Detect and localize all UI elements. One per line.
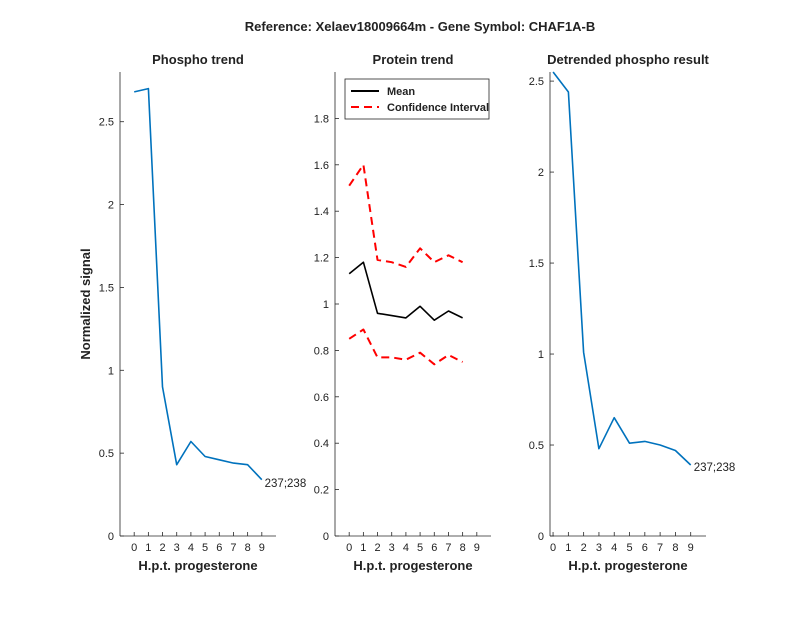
x-tick-label: 7 (445, 542, 451, 554)
legend-label: Confidence Interval (387, 102, 489, 114)
x-tick-label: 2 (159, 542, 165, 554)
x-tick-label: 1 (360, 542, 366, 554)
y-tick-label: 1.6 (314, 160, 329, 172)
y-tick-label: 1.5 (529, 258, 544, 270)
x-axis-label: H.p.t. progesterone (568, 558, 687, 573)
x-tick-label: 9 (259, 542, 265, 554)
y-tick-label: 1 (323, 299, 329, 311)
series-line-confidence-interval-1 (348, 163, 464, 268)
x-tick-label: 4 (611, 542, 617, 554)
x-tick-label: 8 (672, 542, 678, 554)
x-tick-label: 6 (216, 542, 222, 554)
x-tick-label: 5 (626, 542, 632, 554)
panel-title: Phospho trend (152, 52, 244, 67)
y-tick-label: 2.5 (529, 76, 544, 88)
y-tick-label: 1.5 (99, 282, 114, 294)
series-line-lower-confidence-2 (348, 328, 464, 366)
y-tick-label: 0.6 (314, 392, 329, 404)
x-tick-label: 4 (403, 542, 409, 554)
x-tick-label: 1 (145, 542, 151, 554)
y-tick-label: 1.8 (314, 113, 329, 125)
x-tick-label: 7 (230, 542, 236, 554)
y-tick-label: 1.2 (314, 253, 329, 265)
x-tick-label: 0 (346, 542, 352, 554)
x-tick-label: 1 (565, 542, 571, 554)
x-tick-label: 9 (474, 542, 480, 554)
y-tick-label: 1 (108, 365, 114, 377)
y-tick-label: 0 (538, 531, 544, 543)
series-line-detrended-0 (552, 71, 692, 466)
y-tick-label: 0 (108, 531, 114, 543)
data-annotation: 237;238 (265, 478, 307, 490)
x-tick-label: 0 (131, 542, 137, 554)
series-line-phospho-0 (134, 87, 263, 481)
panel-protein-trend: 0 1 2 3 4 5 6 7 8 900.20.40.60.811.21.41.61.8Prot… (314, 52, 491, 573)
y-tick-label: 1.4 (314, 206, 329, 218)
legend-label: Mean (387, 86, 415, 98)
y-tick-label: 2.5 (99, 117, 114, 129)
x-tick-label: 8 (460, 542, 466, 554)
y-tick-label: 0.5 (529, 440, 544, 452)
x-tick-label: 2 (374, 542, 380, 554)
y-tick-label: 1 (538, 349, 544, 361)
x-tick-label: 9 (688, 542, 694, 554)
series-line-mean-0 (348, 261, 463, 322)
x-tick-label: 4 (188, 542, 194, 554)
x-tick-label: 7 (657, 542, 663, 554)
x-tick-label: 3 (389, 542, 395, 554)
x-tick-label: 5 (417, 542, 423, 554)
x-tick-label: 5 (202, 542, 208, 554)
y-axis-label: Normalized signal (78, 248, 93, 359)
y-tick-label: 0.2 (314, 485, 329, 497)
y-tick-label: 2 (108, 200, 114, 212)
x-tick-label: 0 (550, 542, 556, 554)
y-tick-label: 2 (538, 167, 544, 179)
y-tick-label: 0 (323, 531, 329, 543)
panel-title: Protein trend (373, 52, 454, 67)
figure-suptitle: Reference: Xelaev18009664m - Gene Symbol… (245, 19, 595, 34)
x-axis-label: H.p.t. progesterone (138, 558, 257, 573)
x-tick-label: 3 (596, 542, 602, 554)
x-tick-label: 6 (642, 542, 648, 554)
y-tick-label: 0.5 (99, 448, 114, 460)
data-annotation: 237;238 (694, 462, 736, 474)
y-tick-label: 0.8 (314, 345, 329, 357)
x-axis-label: H.p.t. progesterone (353, 558, 472, 573)
x-tick-label: 6 (431, 542, 437, 554)
y-tick-label: 0.4 (314, 438, 329, 450)
x-tick-label: 2 (581, 542, 587, 554)
panel-title: Detrended phospho result (547, 52, 709, 67)
x-tick-label: 3 (174, 542, 180, 554)
x-tick-label: 8 (245, 542, 251, 554)
legend-box (344, 78, 490, 120)
